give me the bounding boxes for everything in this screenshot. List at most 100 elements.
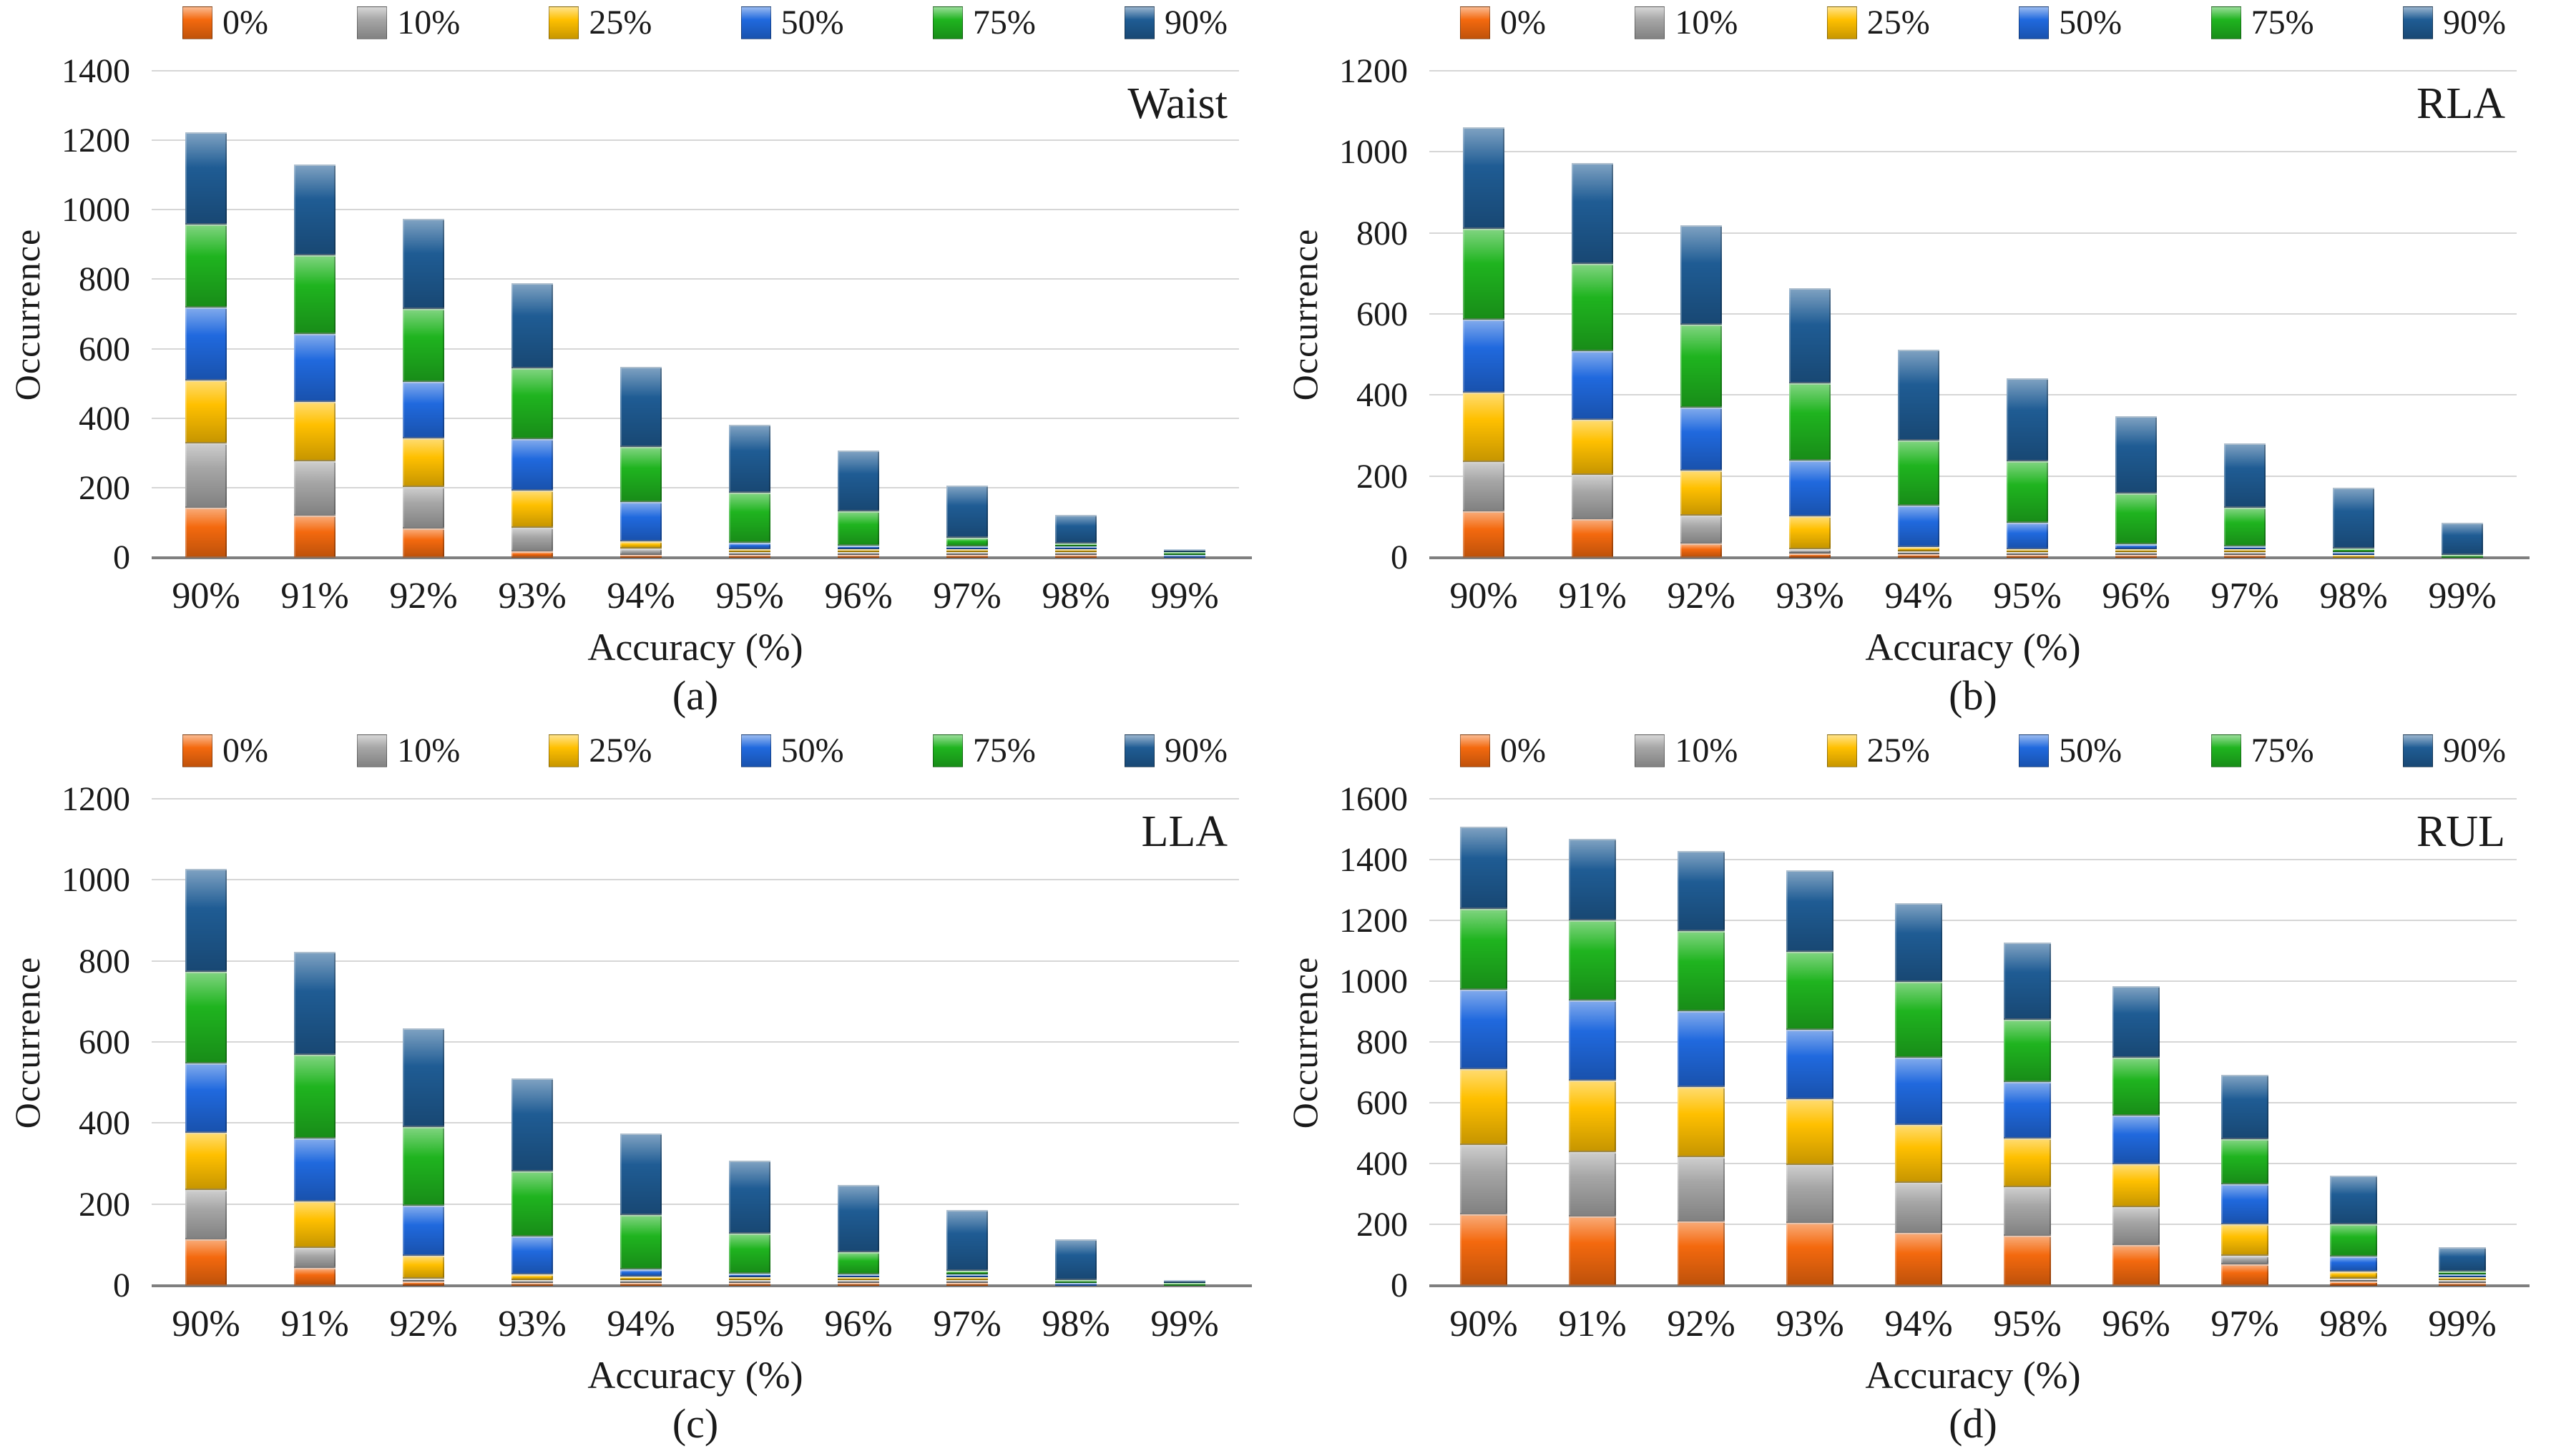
bar-segment-25% — [2004, 1138, 2051, 1187]
stacked-bar-93% — [1786, 870, 1833, 1286]
bar-segment-10% — [1895, 1182, 1942, 1234]
stacked-bar-93% — [1789, 288, 1831, 558]
bar-segment-75% — [1680, 325, 1722, 408]
bar-segment-0% — [2439, 1283, 2486, 1286]
gridline — [1429, 232, 2517, 234]
bar-segment-10% — [729, 552, 770, 555]
panel-rul: 0% 10% 25% 50% 75% 90% Occurrence 0 200 400 600 8… — [1278, 728, 2556, 1456]
y-tick-label: 1600 — [1339, 780, 1408, 818]
bar-segment-50% — [1786, 1029, 1833, 1100]
stacked-bar-97% — [2224, 443, 2266, 558]
legend-item-75%: 75% — [2210, 732, 2314, 769]
bar-segment-50% — [185, 308, 227, 381]
bar-segment-0% — [1678, 1221, 1725, 1286]
x-tick-label: 90% — [1449, 576, 1518, 616]
legend-swatch-icon — [1826, 734, 1857, 767]
bar-segment-90% — [2333, 488, 2374, 549]
y-axis-ticks: 0 200 400 600 800 1000 1200 1400 — [0, 54, 140, 575]
bar-segment-75% — [1895, 982, 1942, 1058]
x-tick-label: 99% — [1150, 576, 1219, 616]
stacked-bar-94% — [620, 366, 662, 558]
bar-segment-10% — [511, 1280, 553, 1283]
stacked-bar-99% — [2439, 1246, 2486, 1286]
x-tick-label: 93% — [1776, 576, 1844, 616]
legend-swatch-icon — [2210, 6, 2241, 39]
y-tick-label: 200 — [79, 1185, 130, 1224]
bar-segment-25% — [1572, 420, 1613, 475]
bar-segment-75% — [620, 446, 662, 503]
x-tick-label: 99% — [2428, 1304, 2497, 1344]
gridline — [152, 960, 1239, 962]
bar-segment-0% — [2004, 1235, 2051, 1286]
gridline — [1429, 1102, 2517, 1103]
legend-item-25%: 25% — [549, 6, 652, 40]
stacked-bar-92% — [403, 218, 444, 558]
bar-segment-75% — [1789, 383, 1831, 461]
bar-segment-25% — [1680, 471, 1722, 516]
bar-segment-75% — [1463, 228, 1504, 320]
y-tick-label: 600 — [79, 1023, 130, 1061]
bar-segment-25% — [2115, 549, 2157, 552]
y-tick-label: 0 — [113, 1266, 130, 1304]
bar-segment-90% — [1895, 902, 1942, 983]
bar-segment-25% — [185, 380, 227, 443]
stacked-bar-96% — [2112, 986, 2160, 1286]
bar-segment-10% — [403, 487, 444, 528]
bar-segment-90% — [1789, 288, 1831, 384]
bar-segment-75% — [1898, 441, 1939, 506]
x-axis-ticks: 90% 91% 92% 93% 94% 95% 96% 97% 98% 99% — [152, 578, 1239, 615]
x-axis-title: Accuracy (%) — [1865, 626, 2081, 669]
legend-label: 25% — [589, 732, 652, 769]
legend-item-25%: 25% — [1826, 6, 1930, 40]
y-tick-label: 800 — [1356, 214, 1408, 252]
bar-segment-25% — [620, 541, 662, 549]
legend-item-50%: 50% — [740, 734, 844, 768]
bar-segment-75% — [1164, 552, 1205, 555]
y-tick-label: 200 — [1356, 1206, 1408, 1244]
legend-label: 0% — [1500, 4, 1546, 41]
stacked-bar-91% — [294, 951, 336, 1286]
bar-segment-0% — [511, 551, 553, 558]
legend-swatch-icon — [1635, 734, 1665, 767]
bar-segment-10% — [2221, 1256, 2268, 1265]
bar-segment-90% — [729, 425, 770, 493]
bar-segment-50% — [2007, 523, 2048, 549]
bar-segment-90% — [1572, 162, 1613, 265]
x-tick-label: 96% — [824, 576, 893, 616]
bar-segment-0% — [2007, 555, 2048, 558]
legend-swatch-icon — [1635, 6, 1665, 39]
y-tick-label: 1200 — [1339, 52, 1408, 90]
bar-segment-75% — [729, 1233, 770, 1274]
legend-swatch-icon — [2402, 734, 2433, 767]
bar-segment-0% — [946, 555, 988, 558]
legend-label: 10% — [397, 732, 461, 769]
stacked-bar-92% — [1678, 850, 1725, 1286]
legend-label: 50% — [2059, 4, 2122, 41]
gridline — [152, 209, 1239, 211]
bar-segment-10% — [2115, 552, 2157, 555]
bar-segment-75% — [511, 1171, 553, 1236]
bar-segment-10% — [946, 1280, 988, 1283]
legend-label: 75% — [2251, 732, 2314, 769]
legend-swatch-icon — [1460, 734, 1490, 767]
bar-segment-50% — [2115, 543, 2157, 549]
legend-item-90%: 90% — [1125, 734, 1228, 768]
bar-segment-90% — [1678, 850, 1725, 932]
x-tick-label: 99% — [2428, 576, 2497, 616]
x-tick-label: 95% — [715, 576, 784, 616]
bar-segment-50% — [946, 1274, 988, 1277]
bar-segment-90% — [838, 1185, 879, 1252]
legend-label: 50% — [2059, 732, 2122, 769]
bar-segment-25% — [1898, 546, 1939, 552]
x-tick-label: 96% — [2102, 576, 2170, 616]
panel-caption: (d) — [1949, 1400, 1997, 1447]
bar-segment-50% — [1569, 1000, 1616, 1081]
bar-segment-90% — [403, 218, 444, 310]
y-tick-label: 1000 — [1339, 133, 1408, 172]
y-tick-label: 800 — [1356, 1023, 1408, 1061]
x-tick-label: 99% — [1150, 1304, 1219, 1344]
stacked-bar-99% — [2442, 523, 2483, 558]
bar-segment-75% — [2224, 508, 2266, 546]
bar-segment-90% — [294, 164, 336, 256]
x-tick-label: 94% — [607, 1304, 675, 1344]
